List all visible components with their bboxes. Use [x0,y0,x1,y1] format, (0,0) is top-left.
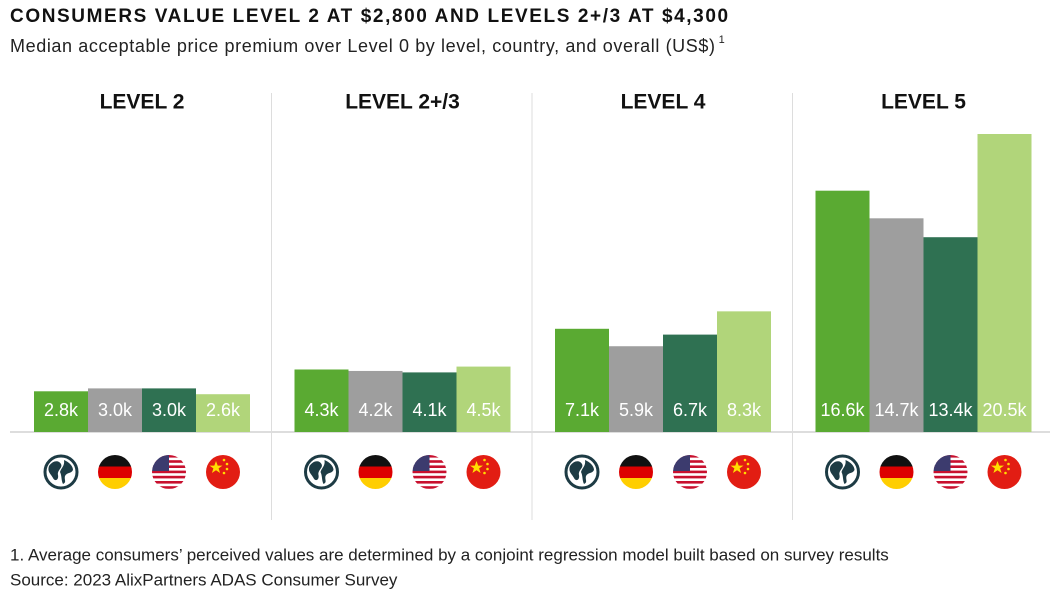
value-label: 16.6k [820,400,865,420]
bar [717,311,771,432]
bar [923,237,978,432]
bar [34,391,88,432]
bar [142,388,196,432]
value-label: 4.1k [412,400,447,420]
panel-title: LEVEL 2 [100,91,185,114]
value-label: 7.1k [565,400,600,420]
value-label: 8.3k [727,400,762,420]
bar [294,369,349,432]
chart-subtitle: Median acceptable price premium over Lev… [10,34,725,56]
country-icon [413,455,447,489]
subtitle-text: Median acceptable price premium over Lev… [10,36,716,56]
bar [815,190,870,432]
country-icon [467,455,501,489]
value-label: 2.6k [206,400,241,420]
value-label: 4.5k [466,400,501,420]
country-icon [206,455,240,489]
chart-title: CONSUMERS VALUE LEVEL 2 AT $2,800 AND LE… [10,6,730,27]
bar [348,370,403,432]
country-icon [727,455,761,489]
value-label: 5.9k [619,400,654,420]
bar [977,134,1032,432]
bar [555,328,609,432]
country-icon [673,455,707,489]
value-label: 2.8k [44,400,79,420]
value-label: 3.0k [152,400,187,420]
country-icon [619,455,653,490]
country-icon [880,455,914,490]
panel-title: LEVEL 2+/3 [345,91,460,114]
value-label: 3.0k [98,400,133,420]
bar [196,394,250,432]
value-label: 14.7k [874,400,919,420]
panel-title: LEVEL 5 [881,91,966,114]
country-icon [988,455,1022,489]
value-label: 20.5k [982,400,1027,420]
bar [456,366,511,432]
bar [869,218,924,432]
subtitle-note: 1 [719,34,726,46]
country-icon [934,455,968,489]
bar [88,388,142,432]
country-icon [359,455,393,490]
bar [609,346,663,432]
panel-title: LEVEL 4 [621,91,706,114]
country-icon [43,454,79,490]
country-icon [825,454,860,490]
source: Source: 2023 AlixPartners ADAS Consumer … [10,570,398,589]
country-icon [564,454,600,490]
bar [402,372,457,432]
country-icon [98,455,132,490]
value-label: 4.2k [358,400,393,420]
country-icon [152,455,186,489]
bar [663,334,717,432]
country-icon [304,454,339,490]
value-label: 4.3k [304,400,339,420]
value-label: 6.7k [673,400,708,420]
footnote: 1. Average consumers’ perceived values a… [10,545,889,564]
value-label: 13.4k [928,400,973,420]
